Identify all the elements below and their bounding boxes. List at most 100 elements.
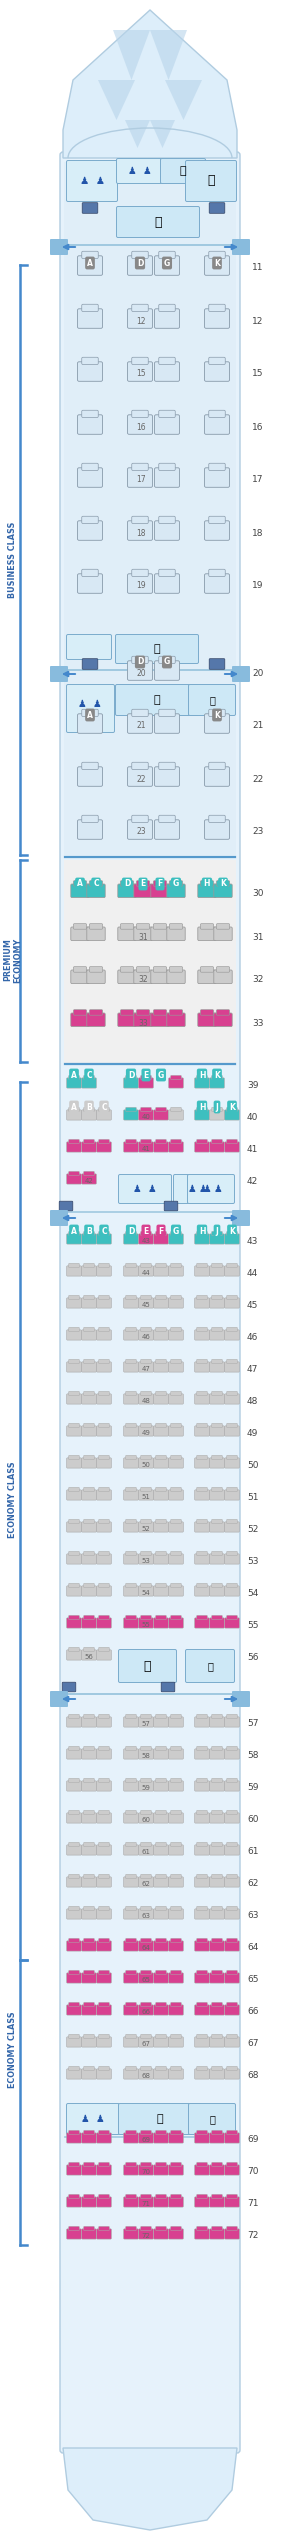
Text: 54: 54 — [142, 1590, 150, 1595]
FancyBboxPatch shape — [227, 1552, 237, 1555]
Text: 40: 40 — [247, 1112, 258, 1122]
FancyBboxPatch shape — [197, 1940, 207, 1942]
Text: 57: 57 — [142, 1722, 150, 1727]
Text: 44: 44 — [142, 1271, 150, 1276]
FancyBboxPatch shape — [82, 1079, 96, 1089]
Text: 63: 63 — [247, 1912, 259, 1919]
FancyBboxPatch shape — [195, 2036, 209, 2046]
Text: 59: 59 — [142, 1785, 150, 1790]
FancyBboxPatch shape — [67, 1813, 81, 1823]
FancyBboxPatch shape — [69, 1907, 80, 1912]
FancyBboxPatch shape — [124, 1942, 138, 1952]
Text: ♟  ♟: ♟ ♟ — [78, 699, 102, 709]
FancyBboxPatch shape — [84, 1552, 94, 1555]
FancyBboxPatch shape — [82, 410, 98, 418]
FancyBboxPatch shape — [188, 684, 236, 717]
FancyBboxPatch shape — [225, 1522, 239, 1532]
FancyBboxPatch shape — [141, 2226, 151, 2231]
FancyBboxPatch shape — [212, 1076, 222, 1079]
FancyBboxPatch shape — [209, 815, 225, 823]
FancyBboxPatch shape — [82, 1909, 96, 1919]
FancyBboxPatch shape — [99, 1940, 110, 1942]
FancyBboxPatch shape — [197, 2195, 207, 2198]
FancyBboxPatch shape — [188, 2104, 236, 2134]
Polygon shape — [113, 30, 150, 81]
FancyBboxPatch shape — [154, 415, 179, 436]
FancyBboxPatch shape — [197, 2033, 207, 2038]
FancyBboxPatch shape — [126, 1874, 136, 1879]
FancyBboxPatch shape — [156, 2226, 166, 2231]
Text: 33: 33 — [138, 1018, 148, 1028]
FancyBboxPatch shape — [212, 1747, 222, 1750]
FancyBboxPatch shape — [67, 1109, 81, 1119]
Text: 16: 16 — [252, 423, 263, 430]
FancyBboxPatch shape — [214, 970, 232, 982]
FancyBboxPatch shape — [141, 1231, 151, 1236]
FancyBboxPatch shape — [134, 970, 152, 982]
Text: 68: 68 — [247, 2071, 259, 2081]
FancyBboxPatch shape — [171, 2195, 181, 2198]
FancyBboxPatch shape — [69, 1552, 80, 1555]
FancyBboxPatch shape — [97, 1750, 111, 1760]
FancyBboxPatch shape — [197, 2226, 207, 2231]
FancyBboxPatch shape — [154, 2069, 168, 2079]
Text: C: C — [86, 1071, 92, 1079]
Text: 70: 70 — [247, 2167, 259, 2178]
FancyBboxPatch shape — [84, 1747, 94, 1750]
FancyBboxPatch shape — [132, 463, 148, 471]
FancyBboxPatch shape — [89, 924, 103, 929]
FancyBboxPatch shape — [154, 1717, 168, 1727]
FancyBboxPatch shape — [156, 1970, 166, 1975]
FancyBboxPatch shape — [128, 256, 152, 276]
FancyBboxPatch shape — [126, 1810, 136, 1815]
FancyBboxPatch shape — [82, 304, 98, 311]
FancyBboxPatch shape — [212, 1907, 222, 1912]
FancyBboxPatch shape — [132, 709, 148, 717]
Text: 12: 12 — [252, 316, 263, 327]
FancyBboxPatch shape — [141, 1810, 151, 1815]
FancyBboxPatch shape — [126, 1582, 136, 1588]
FancyBboxPatch shape — [153, 967, 167, 972]
Text: 🥤: 🥤 — [209, 2114, 215, 2124]
FancyBboxPatch shape — [156, 1843, 166, 1846]
FancyBboxPatch shape — [154, 1555, 168, 1565]
FancyBboxPatch shape — [197, 2162, 207, 2167]
FancyBboxPatch shape — [197, 2066, 207, 2071]
FancyBboxPatch shape — [67, 1079, 81, 1089]
FancyBboxPatch shape — [169, 1010, 183, 1015]
FancyBboxPatch shape — [126, 2195, 136, 2198]
FancyBboxPatch shape — [205, 767, 230, 787]
FancyBboxPatch shape — [212, 2066, 222, 2071]
Text: H: H — [204, 879, 210, 889]
FancyBboxPatch shape — [67, 2069, 81, 2079]
FancyBboxPatch shape — [69, 1296, 80, 1299]
FancyBboxPatch shape — [171, 1940, 181, 1942]
Text: 21: 21 — [136, 722, 146, 732]
FancyBboxPatch shape — [216, 967, 230, 972]
FancyBboxPatch shape — [225, 2132, 239, 2142]
FancyBboxPatch shape — [126, 1519, 136, 1524]
Text: 62: 62 — [142, 1881, 150, 1886]
FancyBboxPatch shape — [67, 2132, 81, 2142]
FancyBboxPatch shape — [74, 881, 87, 886]
Polygon shape — [125, 119, 150, 147]
FancyBboxPatch shape — [134, 927, 152, 939]
Text: G: G — [164, 658, 170, 666]
FancyBboxPatch shape — [97, 2005, 111, 2015]
FancyBboxPatch shape — [82, 251, 98, 258]
FancyBboxPatch shape — [156, 1231, 166, 1236]
FancyBboxPatch shape — [227, 1907, 237, 1912]
FancyBboxPatch shape — [60, 152, 240, 2454]
Text: 67: 67 — [247, 2038, 259, 2048]
FancyBboxPatch shape — [210, 1142, 224, 1152]
FancyBboxPatch shape — [156, 2003, 166, 2005]
FancyBboxPatch shape — [209, 251, 225, 258]
FancyBboxPatch shape — [197, 1327, 207, 1332]
FancyBboxPatch shape — [67, 1585, 81, 1595]
Text: 20: 20 — [136, 668, 146, 679]
FancyBboxPatch shape — [171, 1747, 181, 1750]
FancyBboxPatch shape — [141, 1519, 151, 1524]
FancyBboxPatch shape — [156, 2195, 166, 2198]
FancyBboxPatch shape — [141, 1423, 151, 1428]
FancyBboxPatch shape — [210, 1079, 224, 1089]
